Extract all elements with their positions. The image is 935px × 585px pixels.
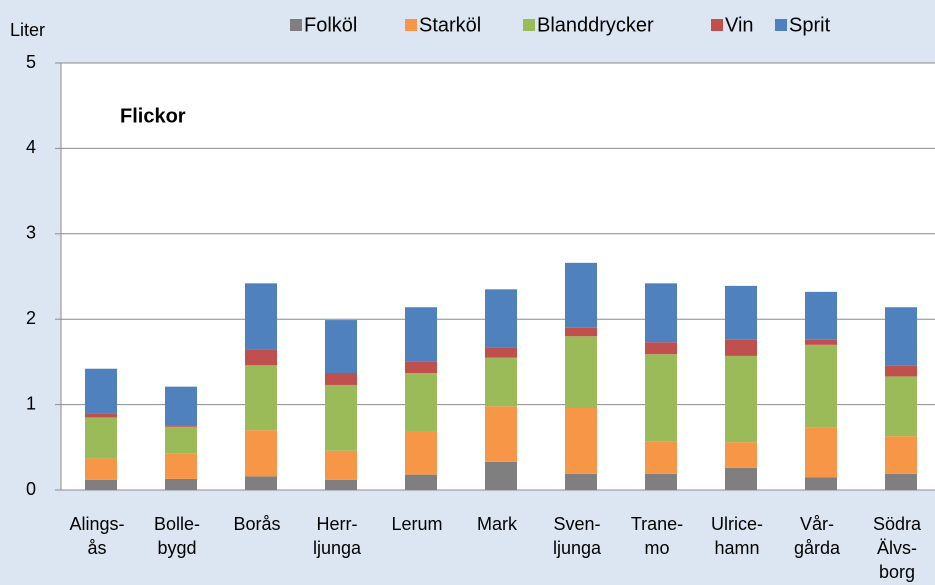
legend-label: Starköl <box>419 14 481 36</box>
bar-segment <box>805 344 837 428</box>
bar-segment <box>405 361 437 374</box>
bar-segment <box>805 339 837 345</box>
bar-segment <box>485 357 517 407</box>
bar-segment <box>165 426 197 454</box>
bar-segment <box>165 453 197 479</box>
legend-swatch <box>290 19 302 31</box>
bar-segment <box>405 373 437 432</box>
x-tick-label: Ulrice- <box>711 514 763 534</box>
x-tick-label: Södra <box>873 514 922 534</box>
x-tick-label: Trane- <box>631 514 683 534</box>
bar-segment <box>725 467 757 490</box>
bar-segment <box>325 450 357 480</box>
x-tick-label: ås <box>87 538 106 558</box>
bar-segment <box>85 417 117 459</box>
y-tick-label: 1 <box>26 393 36 413</box>
bar-segment <box>725 339 757 356</box>
bar-segment <box>165 386 197 426</box>
bar-segment <box>725 285 757 340</box>
y-tick-label: 3 <box>26 223 36 243</box>
bar-segment <box>645 283 677 343</box>
bar-segment <box>725 355 757 443</box>
legend-swatch <box>405 19 417 31</box>
bar-segment <box>565 408 597 474</box>
bar-segment <box>405 431 437 475</box>
bar-segment <box>485 461 517 490</box>
bar-segment <box>85 413 117 418</box>
bar-segment <box>405 474 437 490</box>
bar-segment <box>485 347 517 358</box>
y-tick-label: 0 <box>26 479 36 499</box>
bar-segment <box>245 349 277 366</box>
bar-segment <box>565 336 597 409</box>
x-tick-label: Vår- <box>800 514 834 534</box>
bar-segment <box>565 473 597 490</box>
bar-segment <box>325 373 357 385</box>
x-tick-label: borg <box>879 562 915 582</box>
x-tick-label: gårda <box>794 538 841 558</box>
bar-segment <box>725 442 757 468</box>
legend-label: Blanddrycker <box>537 14 654 36</box>
bar-segment <box>885 436 917 474</box>
bar-segment <box>325 320 357 374</box>
bar-segment <box>645 473 677 490</box>
x-tick-label: Bolle- <box>154 514 200 534</box>
bar-segment <box>325 384 357 451</box>
y-tick-label: 4 <box>26 137 36 157</box>
x-tick-label: Lerum <box>391 514 442 534</box>
legend-label: Sprit <box>789 14 831 36</box>
bar-segment <box>165 478 197 490</box>
bar-segment <box>565 262 597 328</box>
legend-label: Folköl <box>304 14 357 36</box>
legend-swatch <box>775 19 787 31</box>
bar-segment <box>885 376 917 437</box>
x-tick-label: ljunga <box>313 538 362 558</box>
legend-label: Vin <box>725 14 754 36</box>
bar-segment <box>405 307 437 362</box>
bar-segment <box>245 430 277 477</box>
bar-segment <box>565 327 597 337</box>
bar-segment <box>885 307 917 366</box>
bar-segment <box>485 406 517 462</box>
x-tick-label: hamn <box>714 538 759 558</box>
bar-segment <box>325 479 357 490</box>
bar-segment <box>245 365 277 431</box>
x-tick-label: Älvs- <box>877 538 917 558</box>
bar-segment <box>85 479 117 490</box>
bar-segment <box>85 458 117 480</box>
x-tick-label: ljunga <box>553 538 602 558</box>
x-tick-label: Sven- <box>553 514 600 534</box>
bar-segment <box>885 365 917 377</box>
bar-segment <box>165 425 197 427</box>
bar-segment <box>805 477 837 490</box>
y-tick-label: 5 <box>26 52 36 72</box>
x-tick-label: Herr- <box>317 514 358 534</box>
bar-segment <box>485 289 517 348</box>
legend-swatch <box>523 19 535 31</box>
legend-swatch <box>711 19 723 31</box>
bar-segment <box>645 342 677 355</box>
bar-segment <box>85 368 117 414</box>
annotation: Flickor <box>120 105 186 127</box>
x-tick-label: Mark <box>477 514 518 534</box>
bar-segment <box>805 291 837 340</box>
bar-segment <box>245 283 277 350</box>
x-tick-label: Borås <box>233 514 280 534</box>
bar-segment <box>645 441 677 474</box>
x-tick-label: mo <box>644 538 669 558</box>
x-tick-label: bygd <box>157 538 196 558</box>
y-tick-label: 2 <box>26 308 36 328</box>
bar-segment <box>885 473 917 490</box>
bar-segment <box>245 476 277 490</box>
bar-segment <box>645 354 677 442</box>
x-tick-label: Alings- <box>69 514 124 534</box>
y-axis-label: Liter <box>10 20 45 40</box>
bar-segment <box>805 427 837 478</box>
